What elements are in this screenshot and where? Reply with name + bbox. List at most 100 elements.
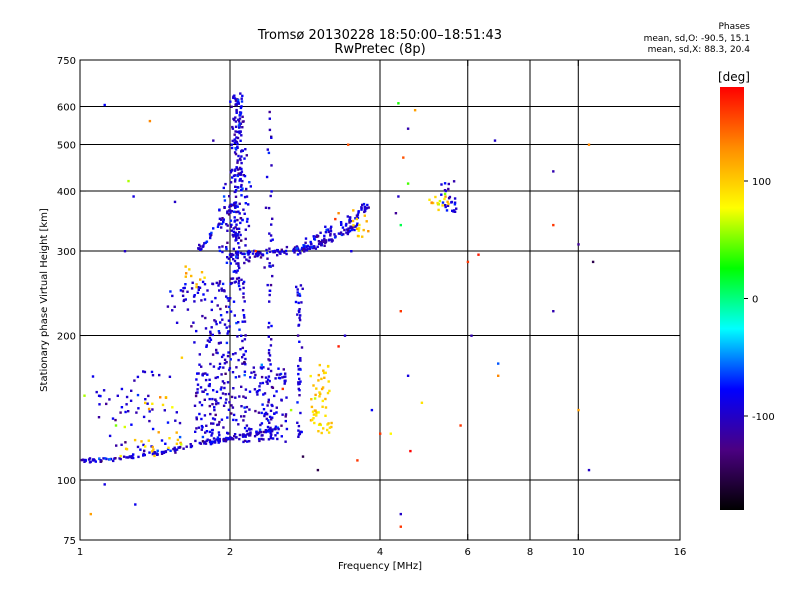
data-point <box>232 300 236 303</box>
data-point <box>254 409 257 413</box>
colorbar <box>720 87 744 510</box>
data-point <box>236 256 239 260</box>
data-point <box>324 239 327 242</box>
data-point <box>202 244 205 247</box>
data-point <box>233 259 237 263</box>
data-point <box>270 418 273 421</box>
data-point <box>232 230 236 233</box>
data-point <box>167 446 170 449</box>
data-point <box>297 364 300 368</box>
data-point <box>213 440 216 443</box>
data-point <box>242 286 245 290</box>
data-point <box>231 125 234 129</box>
data-point <box>258 430 262 434</box>
data-point <box>235 255 238 258</box>
data-point <box>215 348 218 352</box>
data-point <box>270 223 273 226</box>
data-point <box>238 375 241 378</box>
data-point <box>198 243 201 247</box>
data-point <box>205 345 208 348</box>
data-point <box>301 455 305 458</box>
data-point <box>211 353 215 356</box>
data-point <box>266 430 270 433</box>
data-point <box>191 281 194 284</box>
data-point <box>195 416 198 419</box>
data-point <box>402 156 405 159</box>
y-tick-label: 750 <box>57 56 76 67</box>
data-point <box>220 386 223 389</box>
data-point <box>135 411 138 414</box>
data-point <box>222 438 225 441</box>
data-point <box>233 435 236 438</box>
data-point <box>329 234 332 237</box>
data-point <box>241 339 244 343</box>
data-point <box>239 178 242 181</box>
data-point <box>273 394 276 398</box>
data-point <box>297 381 300 384</box>
data-point <box>284 413 288 416</box>
data-point <box>233 433 237 436</box>
data-point <box>214 398 217 401</box>
data-point <box>271 217 274 220</box>
data-point <box>237 264 240 268</box>
data-point <box>193 294 196 297</box>
data-point <box>552 223 555 227</box>
data-point <box>253 370 256 374</box>
data-point <box>285 252 288 256</box>
data-point <box>319 231 322 234</box>
data-point <box>204 378 208 382</box>
data-point <box>175 321 179 324</box>
data-point <box>142 443 145 447</box>
data-point <box>346 232 349 236</box>
data-point <box>266 404 269 407</box>
data-point <box>363 210 366 214</box>
data-point <box>276 426 280 429</box>
data-point <box>203 283 207 286</box>
data-point <box>209 362 212 366</box>
data-point <box>189 443 192 446</box>
data-point <box>284 440 287 443</box>
data-point <box>283 251 286 254</box>
data-point <box>157 431 160 434</box>
data-point <box>227 408 231 411</box>
data-point <box>270 433 273 436</box>
data-point <box>234 195 238 198</box>
data-point <box>151 445 154 449</box>
data-point <box>316 245 319 248</box>
data-point <box>326 228 330 231</box>
data-point <box>197 286 200 289</box>
data-point <box>328 426 332 429</box>
data-point <box>205 430 209 433</box>
data-point <box>322 371 326 375</box>
data-point <box>244 350 247 353</box>
data-point <box>208 404 211 408</box>
data-point <box>217 284 220 287</box>
data-point <box>452 210 455 213</box>
data-point <box>265 251 269 255</box>
data-point <box>203 398 206 401</box>
x-tick-label: 1 <box>77 547 83 558</box>
data-point <box>162 451 166 454</box>
data-point <box>143 449 146 452</box>
data-point <box>222 426 225 429</box>
data-point <box>316 468 320 472</box>
data-point <box>198 412 201 416</box>
data-point <box>348 221 351 224</box>
data-point <box>231 371 235 374</box>
data-point <box>218 249 222 253</box>
data-point <box>355 224 359 227</box>
data-point <box>178 435 182 439</box>
data-point <box>355 217 359 221</box>
data-point <box>164 442 167 445</box>
data-point <box>229 225 232 228</box>
data-point <box>160 439 164 442</box>
data-point <box>219 396 222 400</box>
data-point <box>243 157 246 160</box>
data-point <box>233 269 237 273</box>
data-point <box>125 403 128 406</box>
chart-title: Tromsø 20130228 18:50:00–18:51:43 <box>257 28 503 43</box>
data-point <box>235 110 238 113</box>
data-point <box>180 356 184 359</box>
data-point <box>212 437 216 440</box>
data-point <box>232 235 235 238</box>
